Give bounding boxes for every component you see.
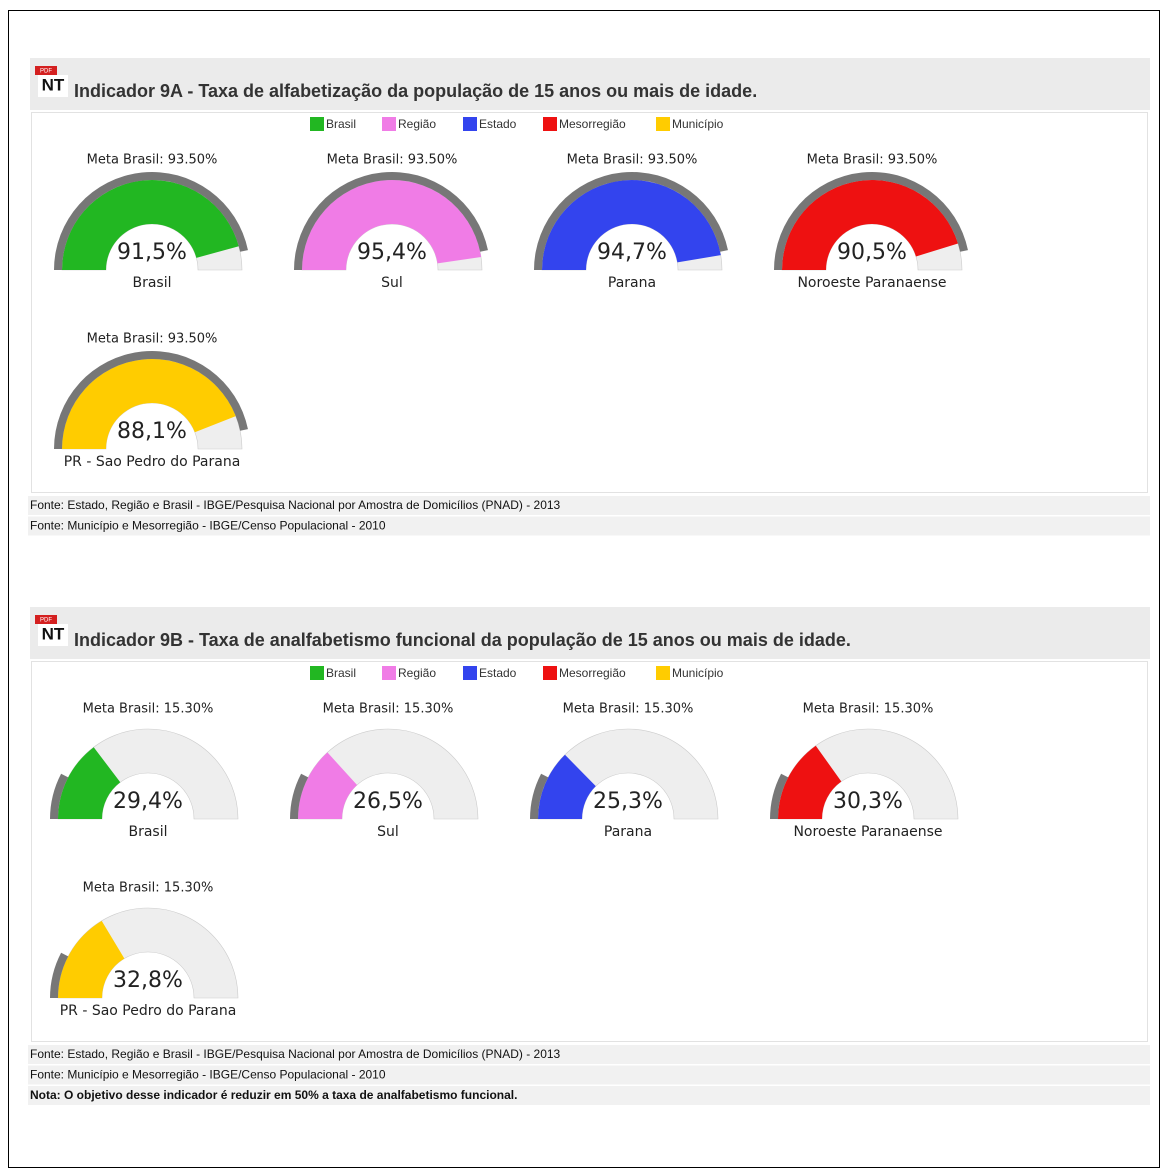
- goal-label: Meta Brasil: 93.50%: [807, 153, 938, 168]
- gauge-value-label: 95,4%: [357, 240, 427, 265]
- icon-text: NT: [42, 624, 65, 643]
- goal-label: Meta Brasil: 15.30%: [83, 702, 214, 717]
- gauge-value-label: 25,3%: [593, 789, 663, 814]
- legend-label: Município: [672, 117, 724, 131]
- header-bar: [30, 58, 1150, 110]
- goal-label: Meta Brasil: 15.30%: [803, 702, 934, 717]
- legend-swatch: [382, 666, 396, 680]
- gauge-name: Noroeste Paranaense: [793, 824, 942, 840]
- gauge-value-label: 94,7%: [597, 240, 667, 265]
- footer-row: [28, 496, 1150, 515]
- gauge-value-label: 30,3%: [833, 789, 903, 814]
- gauge-goal: [530, 773, 549, 819]
- legend-label: Município: [672, 666, 724, 680]
- gauge-value-label: 29,4%: [113, 789, 183, 814]
- legend-label: Brasil: [326, 117, 356, 131]
- gauge-value: [542, 180, 721, 270]
- footer-row: [28, 1045, 1150, 1064]
- legend-swatch: [310, 117, 324, 131]
- gauge-value: [778, 745, 842, 819]
- gauge-goal: [50, 952, 69, 998]
- gauge-value: [58, 920, 125, 998]
- gauge-name: PR - Sao Pedro do Parana: [60, 1003, 237, 1019]
- legend-swatch: [382, 117, 396, 131]
- goal-label: Meta Brasil: 93.50%: [87, 332, 218, 347]
- goal-label: Meta Brasil: 93.50%: [327, 153, 458, 168]
- goal-label: Meta Brasil: 93.50%: [87, 153, 218, 168]
- footer-source: Fonte: Estado, Região e Brasil - IBGE/Pe…: [30, 1047, 561, 1061]
- legend-label: Mesorregião: [559, 117, 626, 131]
- gauge-value: [782, 180, 959, 270]
- gauge-value: [302, 179, 482, 270]
- footer-row: [28, 516, 1150, 536]
- gauge-value-label: 91,5%: [117, 240, 187, 265]
- legend-label: Estado: [479, 666, 517, 680]
- goal-label: Meta Brasil: 93.50%: [567, 153, 698, 168]
- pdf-badge: [35, 66, 57, 75]
- section-title: Indicador 9B - Taxa de analfabetismo fun…: [74, 630, 851, 650]
- footer-source: Fonte: Estado, Região e Brasil - IBGE/Pe…: [30, 498, 561, 512]
- gauge-value: [62, 359, 236, 449]
- gauge-name: PR - Sao Pedro do Parana: [64, 454, 241, 470]
- legend-swatch: [656, 666, 670, 680]
- legend-swatch: [543, 666, 557, 680]
- legend-label: Região: [398, 117, 436, 131]
- section-title: Indicador 9A - Taxa de alfabetização da …: [74, 81, 757, 101]
- legend-label: Mesorregião: [559, 666, 626, 680]
- footer-source: Fonte: Município e Mesorregião - IBGE/Ce…: [30, 519, 386, 533]
- gauge-name: Brasil: [132, 275, 171, 291]
- gauge-name: Brasil: [128, 824, 167, 840]
- legend-swatch: [310, 666, 324, 680]
- gauge-value-label: 32,8%: [113, 968, 183, 993]
- legend-label: Brasil: [326, 666, 356, 680]
- gauge-name: Noroeste Paranaense: [797, 275, 946, 291]
- legend-label: Estado: [479, 117, 517, 131]
- footer-row: [28, 1065, 1150, 1085]
- legend-swatch: [463, 117, 477, 131]
- gauge-value-label: 26,5%: [353, 789, 423, 814]
- legend-swatch: [543, 117, 557, 131]
- pdf-badge: [35, 615, 57, 624]
- pdf-badge-text: PDF: [40, 618, 52, 624]
- legend-swatch: [656, 117, 670, 131]
- gauge-name: Parana: [604, 824, 652, 840]
- gauge-name: Sul: [377, 824, 399, 840]
- gauge-goal: [770, 773, 789, 819]
- gauge-value: [298, 752, 358, 819]
- gauge-name: Sul: [381, 275, 403, 291]
- goal-label: Meta Brasil: 15.30%: [83, 881, 214, 896]
- footer-row: [28, 1086, 1150, 1105]
- legend-label: Região: [398, 666, 436, 680]
- gauge-value: [62, 179, 239, 270]
- gauge-goal: [290, 773, 309, 819]
- icon-box: [38, 624, 68, 646]
- gauge-value: [58, 747, 121, 819]
- pdf-badge-text: PDF: [40, 69, 52, 75]
- goal-label: Meta Brasil: 15.30%: [563, 702, 694, 717]
- gauge-goal: [50, 773, 69, 819]
- footer-note: Nota: O objetivo desse indicador é reduz…: [30, 1088, 517, 1102]
- gauge-name: Parana: [608, 275, 656, 291]
- icon-text: NT: [42, 75, 65, 94]
- icon-box: [38, 75, 68, 97]
- legend-swatch: [463, 666, 477, 680]
- footer-source: Fonte: Município e Mesorregião - IBGE/Ce…: [30, 1068, 386, 1082]
- header-bar: [30, 607, 1150, 659]
- gauge-value-label: 90,5%: [837, 240, 907, 265]
- gauge-value: [538, 754, 596, 819]
- gauge-value-label: 88,1%: [117, 419, 187, 444]
- goal-label: Meta Brasil: 15.30%: [323, 702, 454, 717]
